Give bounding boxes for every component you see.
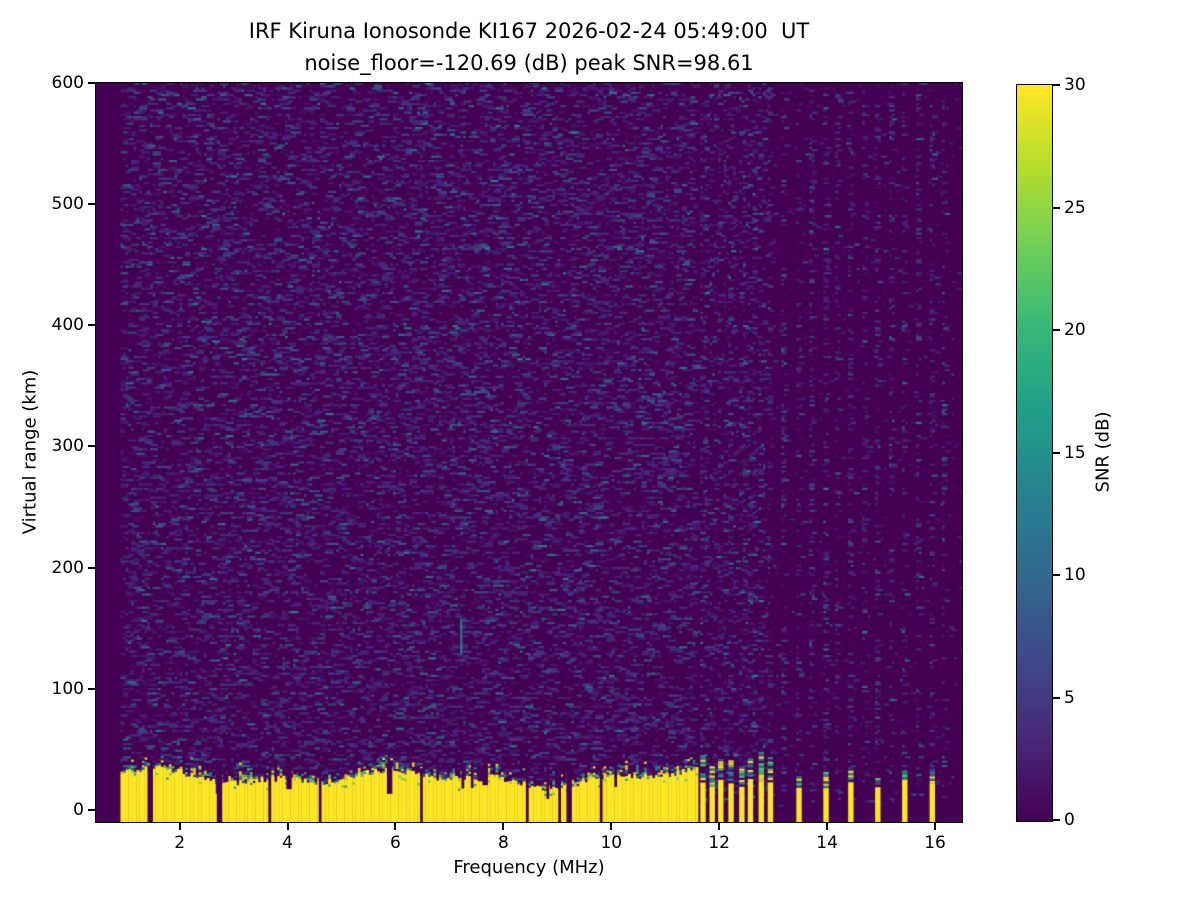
y-tick-label: 600 [51, 73, 84, 93]
y-tick-mark [88, 445, 96, 448]
x-tick-label: 14 [816, 833, 838, 853]
y-tick-label: 300 [51, 436, 84, 457]
ionogram-heatmap-canvas [96, 83, 962, 822]
x-tick-mark [934, 822, 937, 830]
y-tick-mark [88, 566, 96, 569]
x-tick-label: 2 [174, 833, 186, 853]
colorbar-tick-label: 15 [1064, 442, 1086, 463]
y-tick-label: 0 [73, 799, 84, 820]
colorbar-tick-label: 20 [1064, 320, 1086, 340]
colorbar [1016, 84, 1053, 822]
y-tick-mark [88, 203, 96, 206]
y-tick-label: 500 [51, 194, 84, 215]
x-tick-label: 10 [600, 833, 623, 853]
colorbar-tick-mark [1053, 329, 1060, 331]
colorbar-tick-mark [1053, 574, 1060, 576]
x-tick-mark [610, 822, 613, 830]
x-tick-mark [286, 822, 289, 830]
y-tick-label: 200 [51, 557, 84, 578]
x-tick-label: 4 [282, 833, 293, 853]
x-tick-mark [826, 822, 829, 830]
colorbar-tick-mark [1053, 819, 1060, 821]
colorbar-tick-label: 25 [1064, 197, 1086, 218]
colorbar-tick-mark [1053, 84, 1060, 86]
colorbar-tick-label: 10 [1064, 565, 1086, 585]
y-tick-mark [88, 687, 96, 690]
x-tick-mark [718, 822, 721, 830]
x-tick-label: 6 [390, 833, 401, 853]
colorbar-label: SNR (dB) [1092, 411, 1114, 493]
y-tick-mark [88, 808, 96, 811]
colorbar-tick-mark [1053, 451, 1060, 454]
colorbar-tick-mark [1053, 696, 1060, 699]
axes-border [95, 82, 963, 823]
x-axis-label: Frequency (MHz) [453, 857, 605, 878]
colorbar-tick-label: 30 [1064, 75, 1086, 95]
colorbar-tick-label: 0 [1064, 810, 1075, 830]
y-tick-mark [88, 82, 96, 84]
x-tick-mark [394, 822, 397, 830]
y-tick-label: 400 [51, 315, 84, 336]
y-tick-mark [88, 324, 96, 327]
colorbar-tick-mark [1053, 206, 1060, 209]
x-tick-label: 12 [708, 833, 731, 853]
plot-subtitle: noise_floor=-120.69 (dB) peak SNR=98.61 [304, 51, 754, 75]
plot-title: IRF Kiruna Ionosonde KI167 2026-02-24 05… [248, 19, 810, 43]
x-tick-mark [502, 822, 505, 830]
x-tick-label: 8 [497, 833, 509, 853]
colorbar-tick-label: 5 [1064, 687, 1075, 708]
y-tick-label: 100 [51, 678, 84, 699]
x-tick-mark [178, 822, 181, 830]
x-tick-label: 16 [924, 833, 946, 853]
